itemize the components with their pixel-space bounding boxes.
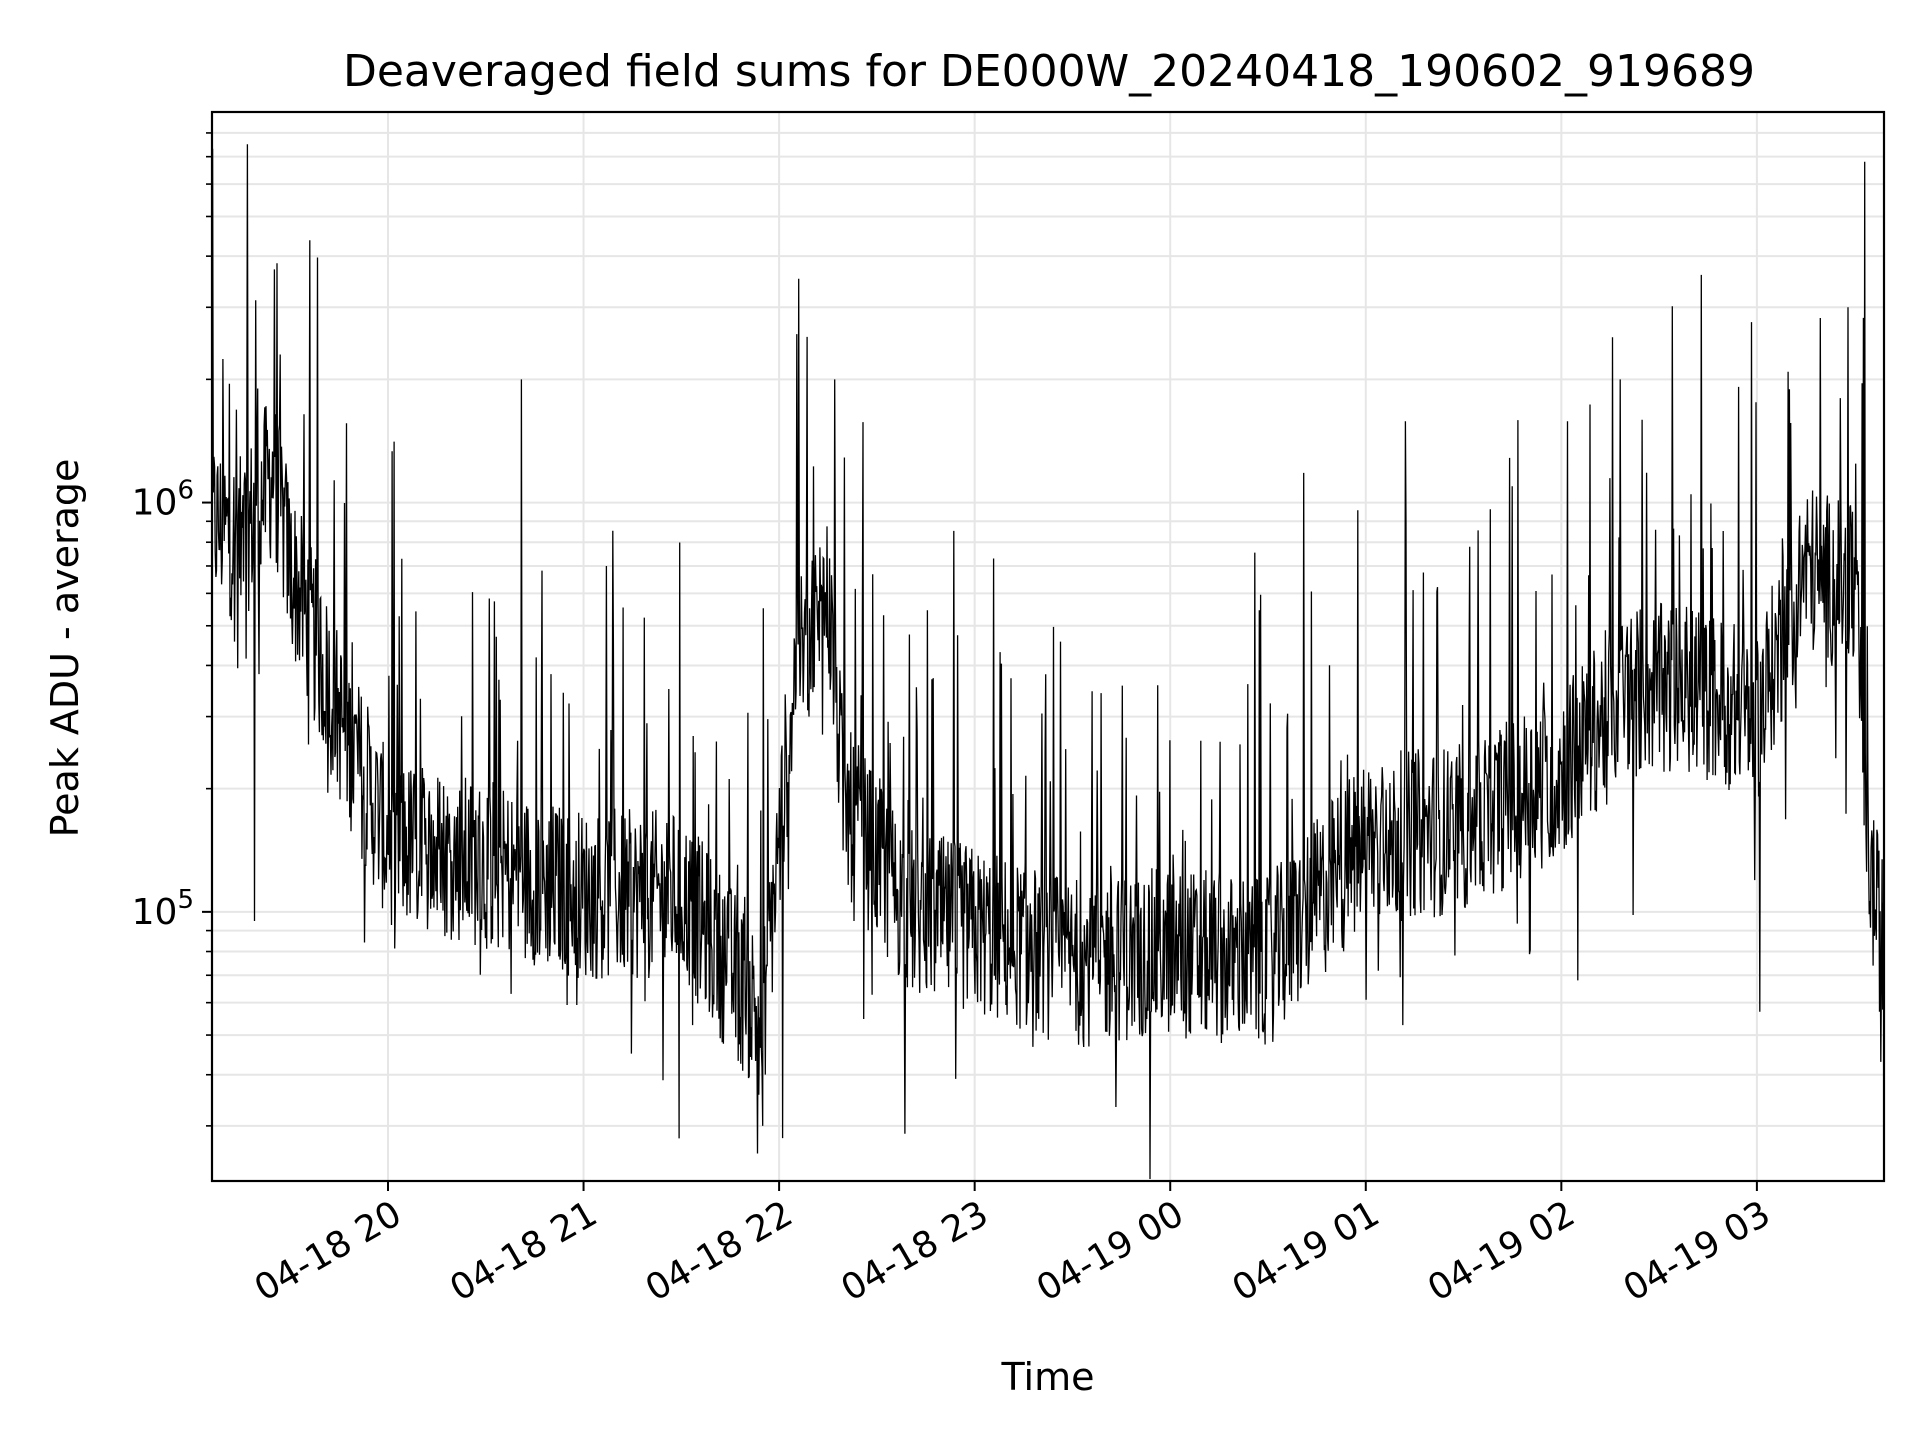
y-tick-label: 106 (132, 476, 194, 524)
y-axis: 105 106 (132, 132, 212, 1127)
x-axis-label: Time (1001, 1355, 1095, 1399)
chart-title: Deaveraged field sums for DE000W_2024041… (343, 46, 1755, 97)
y-axis-label: Peak ADU - average (43, 459, 87, 838)
series-line (211, 144, 1885, 1180)
plot-area (210, 110, 1886, 1183)
plot-frame (210, 110, 1886, 1183)
y-tick-label: 105 (132, 885, 194, 933)
grid-major (212, 112, 1884, 1181)
